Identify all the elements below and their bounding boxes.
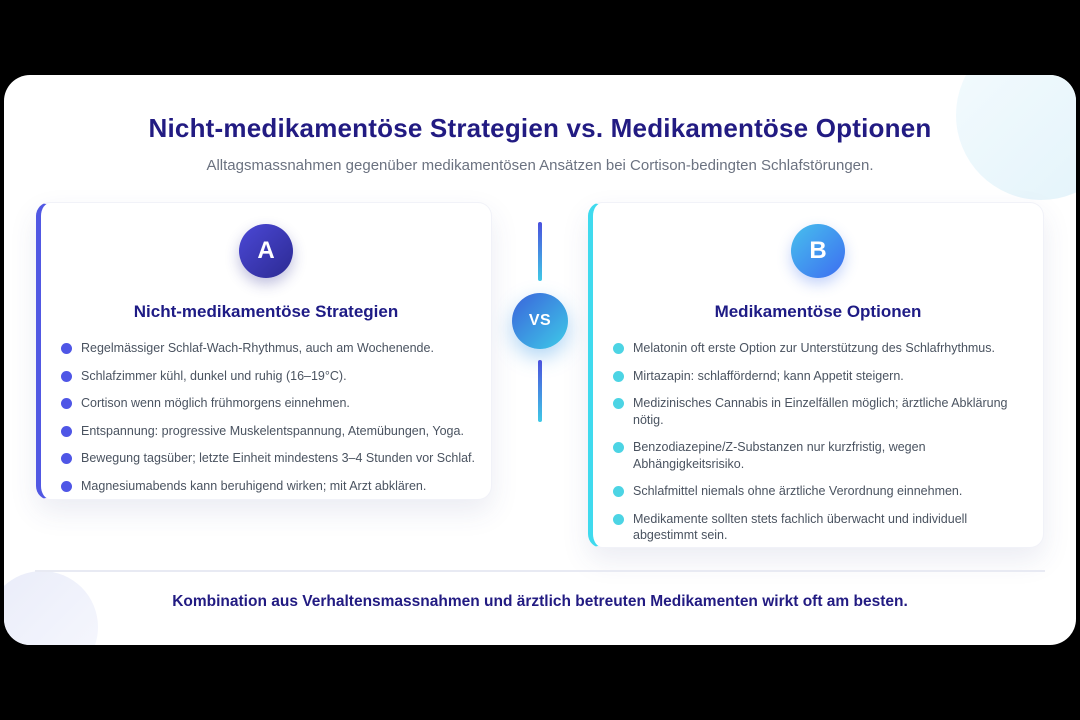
bullet-dot-icon [61,480,72,492]
list-item-text: Schlafmittel niemals ohne ärztliche Vero… [633,484,963,498]
bullet-dot-icon [61,425,72,437]
bullet-dot-icon [613,398,624,409]
list-item-text: Medizinisches Cannabis in Einzelfällen m… [633,396,1008,427]
bullet-dot-icon [613,513,624,525]
list-item-text: Schlafzimmer kühl, dunkel und ruhig (16–… [81,368,347,383]
list-item: Magnesiumabends kann beruhigend wirken; … [61,478,479,495]
bullet-dot-icon [61,398,72,409]
non-medication-list: Regelmässiger Schlaf-Wach-Rhythmus, auch… [41,340,491,494]
bullet-dot-icon [61,370,72,382]
list-item: Schlafzimmer kühl, dunkel und ruhig (16–… [61,368,479,385]
list-item: Entspannung: progressive Muskelentspannu… [61,423,479,440]
vs-connector-line-bottom [538,360,542,422]
vs-badge: VS [512,293,568,349]
list-item-text: Bewegung tagsüber; letzte Einheit mindes… [81,451,476,465]
card-medication: B Medikamentöse Optionen Melatonin oft e… [588,202,1044,548]
list-item-text: Entspannung: progressive Muskelentspannu… [81,423,464,438]
list-item: Schlafmittel niemals ohne ärztliche Vero… [613,483,1031,500]
list-item: Mirtazapin: schlaffördernd; kann Appetit… [613,368,1031,385]
badge-a: A [239,224,293,278]
list-item-text: Regelmässiger Schlaf-Wach-Rhythmus, auch… [81,341,434,355]
bullet-dot-icon [61,343,72,354]
footer-divider [35,570,1045,572]
page-subtitle: Alltagsmassnahmen gegenüber medikamentös… [206,157,874,174]
bullet-dot-icon [613,486,624,497]
list-item: Regelmässiger Schlaf-Wach-Rhythmus, auch… [61,340,479,357]
list-item-text: Medikamente sollten stets fachlich überw… [633,511,968,543]
list-item-text: Melatonin oft erste Option zur Unterstüt… [633,341,995,355]
list-item-text: Mirtazapin: schlaffördernd; kann Appetit… [633,368,904,383]
header: Nicht-medikamentöse Strategien vs. Medik… [4,113,1076,174]
page-title: Nicht-medikamentöse Strategien vs. Medik… [148,113,932,143]
list-item: Bewegung tagsüber; letzte Einheit mindes… [61,450,479,467]
list-item: Medikamente sollten stets fachlich überw… [613,511,1031,544]
card-title-non-medication: Nicht-medikamentöse Strategien [133,302,399,321]
list-item: Medizinisches Cannabis in Einzelfällen m… [613,395,1031,428]
badge-b: B [791,224,845,278]
card-title-medication: Medikamentöse Optionen [714,302,922,321]
bullet-dot-icon [613,370,624,382]
bullet-dot-icon [613,442,624,453]
footer-statement: Kombination aus Verhaltensmassnahmen und… [172,593,908,610]
list-item: Benzodiazepine/Z-Substanzen nur kurzfris… [613,439,1031,472]
list-item: Melatonin oft erste Option zur Unterstüt… [613,340,1031,357]
bullet-dot-icon [61,453,72,464]
list-item-text: Benzodiazepine/Z-Substanzen nur kurzfris… [633,440,926,471]
card-non-medication: A Nicht-medikamentöse Strategien Regelmä… [36,202,492,500]
bullet-dot-icon [613,343,624,354]
list-item: Cortison wenn möglich frühmorgens einneh… [61,395,479,412]
medication-list: Melatonin oft erste Option zur Unterstüt… [593,340,1043,544]
list-item-text: Magnesiumabends kann beruhigend wirken; … [81,478,427,493]
infographic-panel: Nicht-medikamentöse Strategien vs. Medik… [4,75,1076,645]
list-item-text: Cortison wenn möglich frühmorgens einneh… [81,396,350,410]
vs-connector-line-top [538,222,542,281]
